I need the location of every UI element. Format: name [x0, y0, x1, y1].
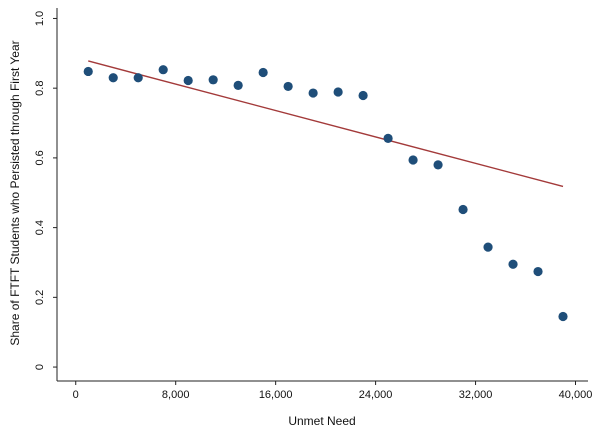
- data-point: [533, 266, 543, 277]
- y-tick-label: 0.6: [34, 150, 46, 165]
- x-tick-label: 8,000: [162, 389, 190, 401]
- x-tick-label: 32,000: [459, 389, 493, 401]
- fit-line-layer: [88, 60, 564, 188]
- data-points-layer: [83, 65, 568, 322]
- y-tick-label: 0.4: [34, 220, 46, 235]
- data-point: [333, 87, 343, 97]
- data-point: [233, 80, 243, 90]
- data-point: [458, 204, 468, 215]
- data-point: [383, 133, 393, 143]
- data-point: [408, 155, 418, 165]
- data-point: [483, 242, 493, 252]
- y-tick-label: 0.2: [34, 290, 46, 305]
- fit-line: [88, 60, 564, 188]
- data-point: [183, 75, 193, 86]
- data-point: [308, 88, 318, 98]
- x-axis-title: Unmet Need: [288, 414, 355, 428]
- x-tick-label: 40,000: [559, 389, 593, 401]
- data-point: [208, 75, 218, 85]
- data-point: [258, 67, 268, 78]
- data-point: [108, 73, 118, 83]
- x-tick-label: 0: [73, 389, 79, 401]
- data-point: [133, 73, 143, 83]
- data-point: [358, 90, 368, 101]
- data-point: [283, 81, 293, 92]
- y-tick-label: 0: [34, 364, 46, 370]
- y-tick-label: 0.8: [34, 81, 46, 96]
- x-axis-ticks: 0 8,000 16,000 24,000 32,000 40,000: [73, 381, 593, 401]
- y-tick-label: 1.0: [34, 11, 46, 26]
- data-point: [433, 160, 443, 170]
- y-axis-title: Share of FTFT Students who Persisted thr…: [8, 40, 22, 345]
- data-point: [83, 66, 93, 77]
- data-point: [558, 311, 568, 322]
- data-point: [158, 65, 168, 75]
- data-point: [508, 259, 518, 269]
- x-tick-label: 24,000: [359, 389, 393, 401]
- y-axis-ticks: 0 0.2 0.4 0.6 0.8 1.0: [34, 11, 57, 370]
- x-tick-label: 16,000: [259, 389, 293, 401]
